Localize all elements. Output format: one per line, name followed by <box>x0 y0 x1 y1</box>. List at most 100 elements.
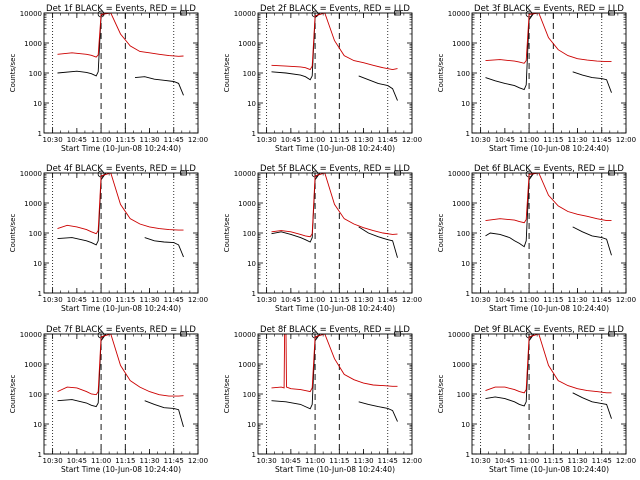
series-group <box>57 13 184 96</box>
lld-series-line <box>271 13 398 71</box>
x-tick-label: 12:00 <box>402 136 422 144</box>
events-series-line <box>485 13 612 93</box>
y-tick-label: 1000 <box>452 361 470 369</box>
lld-series-line <box>271 334 398 393</box>
x-tick-label: 11:00 <box>519 457 539 465</box>
x-axis-label: Start Time (10-Jun-08 10:24:40) <box>275 304 395 313</box>
x-tick-label: 12:00 <box>188 136 208 144</box>
x-tick-label: 12:00 <box>616 457 636 465</box>
x-tick-label: 10:30 <box>471 457 491 465</box>
y-tick-label: 1 <box>38 130 42 138</box>
detector-panel: Det 3f BLACK = Events, RED = LLD Counts/s… <box>437 4 636 153</box>
x-tick-label: 10:30 <box>257 136 277 144</box>
panel-title: Det 7f BLACK = Events, RED = LLD <box>46 325 196 335</box>
detector-panel: Det 9f BLACK = Events, RED = LLD Counts/s… <box>437 325 636 474</box>
x-tick-label: 10:30 <box>43 457 63 465</box>
events-series-line <box>485 334 612 419</box>
y-axis-label: Counts/sec <box>9 54 17 93</box>
panel-title: Det 2f BLACK = Events, RED = LLD <box>260 4 410 14</box>
x-tick-label: 11:15 <box>115 136 135 144</box>
lld-series-line <box>57 334 184 397</box>
y-tick-label: 1 <box>38 451 42 459</box>
y-tick-label: 10000 <box>20 331 42 339</box>
y-tick-label: 10000 <box>234 10 256 18</box>
x-axis-label: Start Time (10-Jun-08 10:24:40) <box>61 465 181 474</box>
y-tick-label: 10 <box>247 100 256 108</box>
events-series-line <box>271 334 398 422</box>
y-tick-label: 100 <box>243 391 256 399</box>
x-tick-label: 11:15 <box>329 296 349 304</box>
lld-series-line <box>271 173 398 238</box>
y-tick-label: 10 <box>461 421 470 429</box>
y-tick-label: 1 <box>466 130 470 138</box>
y-axis-label: Counts/sec <box>9 375 17 414</box>
panel-title: Det 6f BLACK = Events, RED = LLD <box>474 164 624 174</box>
y-axis-label: Counts/sec <box>223 214 231 253</box>
x-axis-label: Start Time (10-Jun-08 10:24:40) <box>489 465 609 474</box>
detector-panel: Det 1f BLACK = Events, RED = LLD Counts/s… <box>9 4 208 153</box>
series-group <box>271 173 398 258</box>
y-tick-label: 10 <box>33 421 42 429</box>
x-tick-label: 11:45 <box>592 457 612 465</box>
x-tick-label: 11:30 <box>353 457 373 465</box>
x-tick-label: 11:15 <box>543 296 563 304</box>
detector-panel: Det 6f BLACK = Events, RED = LLD Counts/s… <box>437 164 636 313</box>
plot-frame <box>471 333 627 455</box>
y-tick-label: 1000 <box>452 200 470 208</box>
y-tick-label: 1 <box>252 451 256 459</box>
events-series-line <box>57 334 184 428</box>
x-axis-label: Start Time (10-Jun-08 10:24:40) <box>275 144 395 153</box>
y-tick-label: 1 <box>252 130 256 138</box>
panel-title: Det 4f BLACK = Events, RED = LLD <box>46 164 196 174</box>
y-tick-label: 1000 <box>24 40 42 48</box>
y-tick-label: 1 <box>466 451 470 459</box>
events-series-line <box>57 173 184 258</box>
x-tick-label: 10:45 <box>281 457 301 465</box>
x-tick-label: 11:00 <box>91 136 111 144</box>
y-axis-label: Counts/sec <box>437 214 445 253</box>
x-tick-label: 11:30 <box>139 296 159 304</box>
y-tick-label: 10000 <box>448 170 470 178</box>
y-tick-label: 1000 <box>238 361 256 369</box>
x-tick-label: 11:15 <box>115 457 135 465</box>
y-axis-label: Counts/sec <box>437 375 445 414</box>
x-tick-label: 10:30 <box>43 296 63 304</box>
x-axis-label: Start Time (10-Jun-08 10:24:40) <box>275 465 395 474</box>
y-tick-label: 10000 <box>20 170 42 178</box>
panel-title: Det 9f BLACK = Events, RED = LLD <box>474 325 624 335</box>
y-tick-label: 10000 <box>448 331 470 339</box>
y-tick-label: 1000 <box>238 200 256 208</box>
x-tick-label: 11:45 <box>164 136 184 144</box>
y-tick-label: 10 <box>461 260 470 268</box>
y-tick-label: 10 <box>33 100 42 108</box>
x-axis-label: Start Time (10-Jun-08 10:24:40) <box>61 304 181 313</box>
x-tick-label: 11:00 <box>91 296 111 304</box>
x-axis-label: Start Time (10-Jun-08 10:24:40) <box>489 144 609 153</box>
y-tick-label: 1000 <box>452 40 470 48</box>
y-tick-label: 1 <box>38 290 42 298</box>
x-tick-label: 11:30 <box>567 296 587 304</box>
y-tick-label: 1000 <box>238 40 256 48</box>
x-tick-label: 11:30 <box>139 136 159 144</box>
x-tick-label: 11:30 <box>567 457 587 465</box>
x-tick-label: 12:00 <box>188 457 208 465</box>
x-tick-label: 12:00 <box>616 296 636 304</box>
x-tick-label: 11:45 <box>164 296 184 304</box>
y-tick-label: 100 <box>457 391 470 399</box>
y-axis-label: Counts/sec <box>223 375 231 414</box>
x-tick-label: 11:00 <box>305 457 325 465</box>
x-tick-label: 11:15 <box>329 457 349 465</box>
plot-frame <box>257 172 413 294</box>
x-tick-label: 11:30 <box>567 136 587 144</box>
y-tick-label: 10000 <box>20 10 42 18</box>
x-axis-label: Start Time (10-Jun-08 10:24:40) <box>489 304 609 313</box>
x-tick-label: 10:45 <box>281 296 301 304</box>
y-tick-label: 1 <box>252 290 256 298</box>
y-tick-label: 10 <box>247 260 256 268</box>
x-tick-label: 11:30 <box>139 457 159 465</box>
events-series-line <box>271 173 398 258</box>
x-tick-label: 10:45 <box>67 457 87 465</box>
lld-series-line <box>485 13 612 64</box>
y-tick-label: 100 <box>29 230 42 238</box>
